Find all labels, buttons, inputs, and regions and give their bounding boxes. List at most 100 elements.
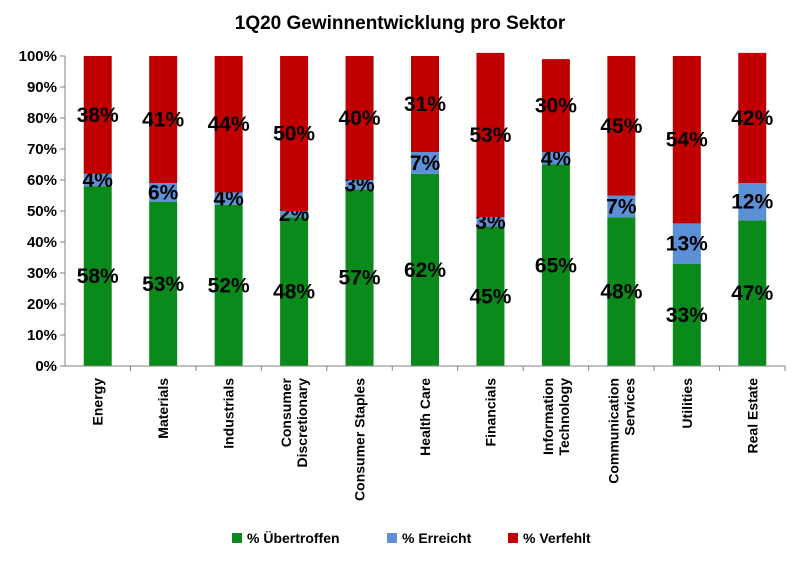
x-tick-label-line: Technology (556, 378, 572, 456)
bar-segment (280, 56, 309, 211)
data-label: 52% (208, 274, 250, 297)
x-tick-label-line: Services (621, 378, 637, 436)
data-label: 4% (83, 169, 114, 192)
bar-stack: 65% 4% 30% (535, 59, 577, 366)
x-tick-label-line: Real Estate (744, 378, 760, 454)
legend-swatch (387, 533, 397, 543)
bar-segment (149, 56, 178, 184)
x-tick-label: Financials (482, 378, 498, 447)
data-label: 57% (339, 267, 381, 290)
x-tick-label: Industrials (221, 378, 237, 449)
chart-title: 1Q20 Gewinnentwicklung pro Sektor (235, 13, 566, 34)
bar-stack: 45%3%53% (469, 52, 512, 366)
data-label: 42% (731, 107, 773, 130)
bar-segment (476, 226, 505, 366)
bar-stack: 53% 6% 41% (142, 56, 185, 366)
data-label: 31% (404, 93, 446, 116)
data-label: 45% (469, 285, 511, 308)
legend: % Übertroffen % Erreicht % Verfehlt (232, 530, 591, 546)
x-tick-label-line: Information (540, 378, 556, 455)
x-tick-label: Utilities (679, 378, 695, 429)
x-tick-label-line: Communication (605, 378, 621, 484)
bar-segment (476, 52, 505, 218)
bar-segment (83, 186, 112, 366)
x-tick-label-line: Materials (155, 378, 171, 439)
y-tick-label: 70% (27, 141, 57, 158)
data-label: 4% (541, 147, 572, 170)
bar-stack: 58% 4% 38% (77, 56, 119, 366)
bar-stack: 62% 7% 31% (404, 56, 446, 366)
y-tick-label: 20% (27, 296, 57, 313)
bar-segment (411, 56, 439, 153)
bar-segment (738, 52, 767, 184)
bar-segment (738, 220, 767, 366)
data-label: 48% (600, 281, 642, 304)
data-label: 62% (404, 259, 446, 282)
x-tick-label-line: Consumer (278, 377, 294, 447)
x-tick-label-line: Energy (90, 378, 106, 426)
data-label: 65% (535, 254, 577, 277)
data-label: 7% (606, 195, 637, 218)
legend-swatch (232, 533, 242, 543)
legend-item: % Erreicht (387, 530, 472, 546)
x-axis: Energy Materials Industrials Consumer Discre… (65, 365, 786, 501)
bar-segment (411, 173, 439, 366)
bar-segment (214, 192, 243, 205)
legend-label: % Verfehlt (523, 530, 591, 546)
x-tick-label: Consumer Staples (352, 378, 368, 501)
data-label: 47% (731, 282, 773, 305)
bar-stack: 57%3%40% (339, 56, 381, 366)
data-label: 53% (469, 124, 511, 147)
bar-segment (280, 211, 309, 218)
bar-segment (149, 201, 178, 366)
x-tick-label: Energy (90, 378, 106, 426)
data-label: 30% (535, 95, 577, 118)
y-tick-label: 0% (35, 358, 57, 375)
legend-item: % Verfehlt (508, 530, 591, 546)
data-label: 41% (142, 109, 184, 132)
data-label: 12% (731, 191, 773, 214)
x-tick-label-line: Discretionary (294, 378, 310, 468)
x-tick-label-line: Health Care (417, 378, 433, 456)
y-tick-label: 30% (27, 265, 57, 282)
bar-segment (214, 204, 243, 366)
data-label: 44% (208, 113, 250, 136)
x-tick-label-line: Industrials (221, 378, 237, 449)
data-label: 33% (666, 304, 708, 327)
bar-segment (672, 56, 701, 224)
bar-segment (149, 183, 178, 202)
x-tick-label: Consumer Discretionary (278, 377, 310, 467)
data-label: 4% (213, 188, 244, 211)
data-label: 38% (77, 104, 119, 127)
bar-segment (411, 152, 439, 174)
bar-segment (83, 56, 112, 174)
y-tick-label: 100% (19, 48, 57, 65)
x-tick-label: Information Technology (540, 378, 572, 456)
y-tick-label: 90% (27, 79, 57, 96)
data-label: 53% (142, 273, 184, 296)
bar-segment (345, 189, 374, 366)
bar-segment (345, 180, 374, 190)
x-tick-label-line: Consumer Staples (352, 378, 368, 501)
bar-segment (541, 59, 570, 153)
legend-item: % Übertroffen (232, 530, 340, 546)
data-label: 58% (77, 265, 119, 288)
bar-segment (214, 56, 243, 193)
y-axis: 0% 10% 20% 30% 40% 50% 60% 70% 80% 90% 100% (19, 48, 66, 375)
legend-label: % Erreicht (402, 530, 472, 546)
bar-segment (280, 217, 309, 366)
y-tick-label: 10% (27, 327, 57, 344)
x-tick-label: Health Care (417, 378, 433, 456)
bar-stack: 33% 13% 54% (666, 56, 708, 366)
y-tick-label: 40% (27, 234, 57, 251)
data-label: 45% (600, 115, 642, 138)
x-tick-label-line: Utilities (679, 378, 695, 429)
y-tick-label: 80% (27, 110, 57, 127)
bar-segment (672, 263, 701, 366)
bar-stack: 48%2%50% (273, 56, 315, 366)
bars: 58% 4% 38% 53% 6% 41% 52% 4% 44% 48%2%50% 57%3%40%… (77, 52, 774, 366)
data-label: 50% (273, 123, 315, 146)
y-tick-label: 50% (27, 203, 57, 220)
bar-segment (607, 195, 636, 218)
